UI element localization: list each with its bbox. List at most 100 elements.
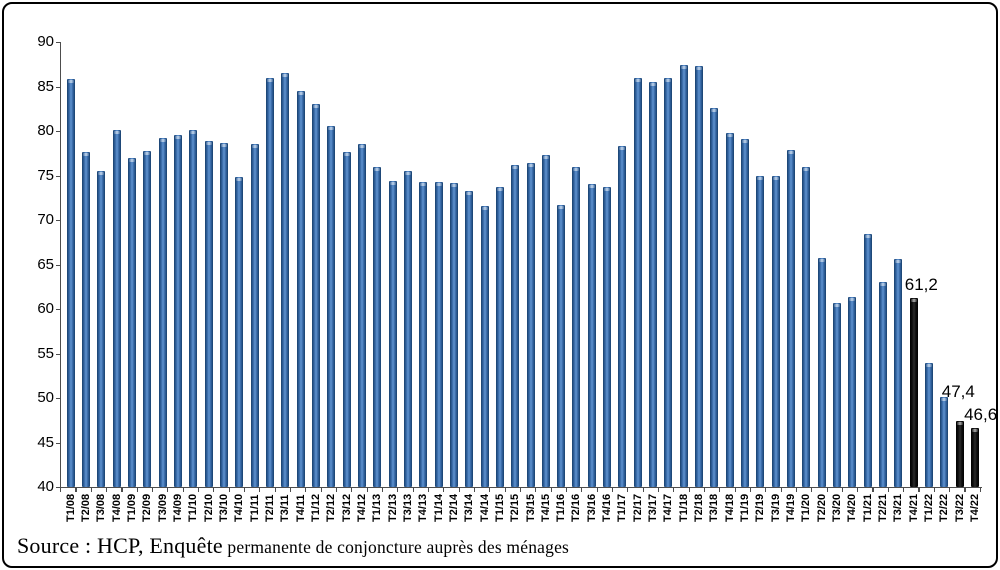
x-tick-label: T4/16 xyxy=(601,493,614,522)
x-tick-label: T3/10 xyxy=(217,493,230,522)
bar-top-highlight xyxy=(113,131,120,135)
x-axis-tick xyxy=(90,488,92,492)
bar-top-highlight xyxy=(742,140,749,143)
x-axis-tick xyxy=(581,488,583,492)
x-axis-tick xyxy=(351,488,353,492)
bar-top-highlight xyxy=(159,139,166,143)
y-axis-tick xyxy=(56,309,60,311)
x-tick-label: T4/11 xyxy=(294,494,307,522)
bar-T3/15 xyxy=(526,163,535,487)
bar-top-highlight xyxy=(389,181,396,185)
x-axis-tick xyxy=(872,488,874,492)
x-tick-label: T1/14 xyxy=(432,493,445,522)
bar-T3/19 xyxy=(771,175,780,487)
bar-T3/18 xyxy=(710,107,719,487)
x-tick-label: T2/10 xyxy=(202,493,215,522)
bar-T4/16 xyxy=(603,187,612,487)
x-axis-tick xyxy=(105,488,108,492)
x-axis-tick xyxy=(504,488,506,492)
x-axis-tick xyxy=(688,488,690,492)
bar-top-highlight xyxy=(527,164,534,168)
bar-top-highlight xyxy=(98,172,105,176)
y-tick-label: 45 xyxy=(37,433,54,451)
y-tick-label: 80 xyxy=(37,122,54,139)
bar-top-highlight xyxy=(926,364,933,368)
x-tick-label: T4/18 xyxy=(723,493,736,522)
x-tick-label: T4/17 xyxy=(662,493,675,522)
bar-top-highlight xyxy=(343,153,350,157)
bar-top-highlight xyxy=(358,145,365,149)
bar-T3/21 xyxy=(894,259,903,487)
x-axis-tick xyxy=(841,488,844,492)
bar-T3/08 xyxy=(97,171,106,487)
bar-top-highlight xyxy=(512,165,519,169)
x-axis-tick xyxy=(136,488,138,492)
bar-T1/17 xyxy=(618,146,627,487)
y-tick-label: 75 xyxy=(37,166,54,184)
x-tick-label: T2/22 xyxy=(938,493,951,522)
bar-T4/20 xyxy=(848,297,857,487)
bar-T2/15 xyxy=(511,164,520,487)
x-axis-tick xyxy=(903,488,905,492)
x-tick-label: T2/13 xyxy=(386,493,399,522)
bar-T2/21 xyxy=(879,282,888,487)
x-axis-tick xyxy=(964,488,966,492)
bar-T3/10 xyxy=(219,143,228,487)
bar-T2/19 xyxy=(756,175,765,487)
x-axis-tick xyxy=(213,488,215,492)
source-note-detail: permanente de conjoncture auprès des mén… xyxy=(222,537,570,557)
bar-top-highlight xyxy=(864,235,871,239)
bar-top-highlight xyxy=(757,176,764,180)
bar-top-highlight xyxy=(404,172,411,176)
x-tick-label: T2/15 xyxy=(509,493,522,522)
bar-top-highlight xyxy=(297,91,304,95)
bar-T3/09 xyxy=(158,138,167,487)
x-tick-label: T1/21 xyxy=(861,493,874,522)
bar-top-highlight xyxy=(619,147,626,151)
x-axis-tick xyxy=(381,488,384,492)
y-tick-label: 60 xyxy=(37,300,54,317)
x-axis-tick xyxy=(673,488,675,492)
y-axis-tick xyxy=(56,175,60,177)
bar-top-highlight xyxy=(496,188,503,192)
x-tick-label: T1/16 xyxy=(555,493,568,522)
x-tick-label: T2/12 xyxy=(325,493,338,522)
bar-top-highlight xyxy=(788,150,795,154)
bar-T1/08 xyxy=(66,79,75,487)
x-axis-tick xyxy=(811,488,813,492)
bar-top-highlight xyxy=(910,299,917,303)
bar-top-highlight xyxy=(834,303,841,307)
bar-T2/20 xyxy=(817,258,826,487)
x-tick-label: T2/18 xyxy=(693,493,706,522)
y-axis-tick xyxy=(56,220,60,222)
x-tick-label: T2/19 xyxy=(754,493,767,522)
x-axis-tick xyxy=(473,488,476,492)
x-tick-label: T3/17 xyxy=(647,493,660,522)
bar-T2/22 xyxy=(940,397,949,487)
bar-T1/11 xyxy=(250,144,259,487)
bar-T4/08 xyxy=(112,130,121,487)
x-axis-tick xyxy=(949,488,951,492)
bar-T1/09 xyxy=(127,157,136,487)
bar-T3/11 xyxy=(281,73,290,487)
bar-top-highlight xyxy=(650,83,657,87)
x-axis-tick xyxy=(458,488,460,492)
bar-top-highlight xyxy=(573,168,580,172)
x-tick-label: T3/09 xyxy=(156,493,169,522)
bar-T1/12 xyxy=(311,104,320,487)
source-note: Source : HCP, Enquête permanente de conj… xyxy=(17,533,569,559)
x-tick-label: T1/15 xyxy=(493,493,506,522)
bar-T1/19 xyxy=(741,139,750,487)
x-tick-label: T4/15 xyxy=(539,493,552,522)
bar-top-highlight xyxy=(941,398,948,402)
x-axis-tick xyxy=(182,488,184,492)
data-label: 61,2 xyxy=(904,275,938,295)
x-axis-tick xyxy=(887,488,889,492)
y-tick-label: 65 xyxy=(37,255,54,273)
x-tick-label: T4/21 xyxy=(907,493,920,522)
x-axis-tick xyxy=(305,488,307,492)
bar-T2/14 xyxy=(449,182,458,487)
x-axis-tick xyxy=(918,488,920,492)
x-axis-tick xyxy=(535,488,537,492)
x-tick-label: T1/12 xyxy=(309,493,322,522)
